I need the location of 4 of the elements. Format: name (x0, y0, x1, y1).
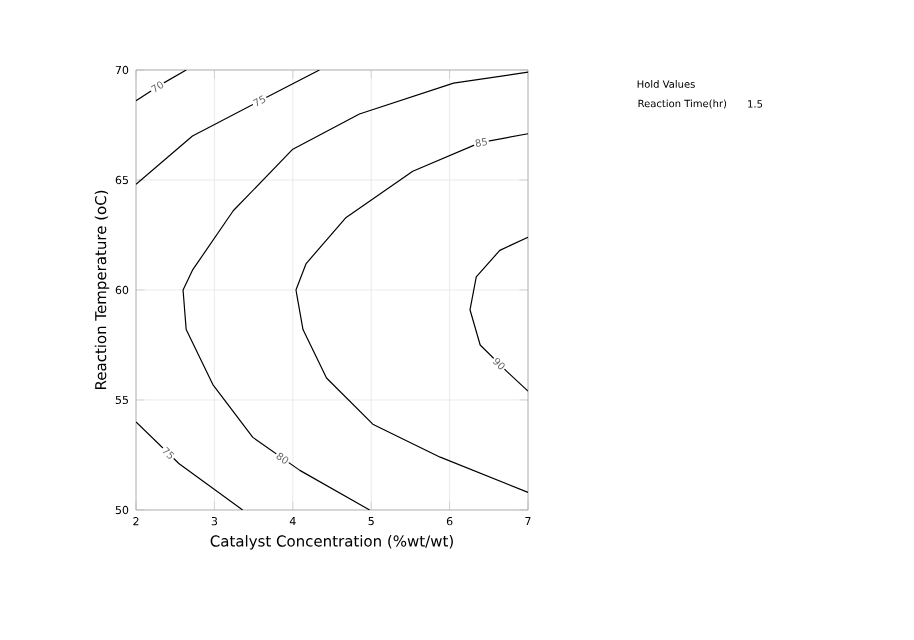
line-series (136, 69, 321, 185)
line-series (295, 133, 528, 493)
line-series (469, 236, 528, 392)
line-series (182, 71, 528, 510)
